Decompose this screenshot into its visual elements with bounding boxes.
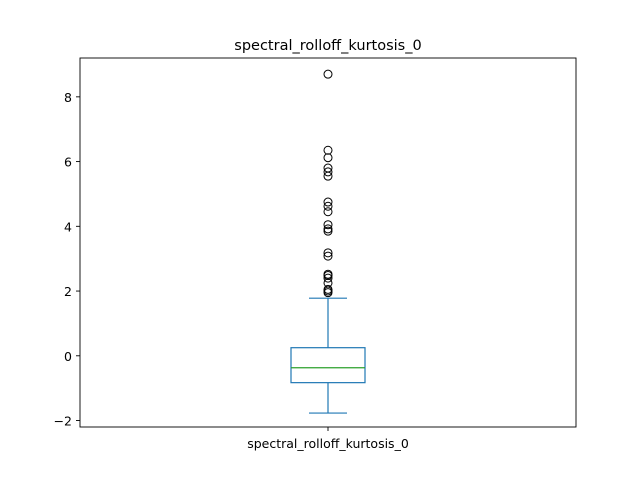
- outlier-point: [323, 226, 333, 236]
- plot-area-frame: [79, 57, 577, 428]
- y-tick-label: 0: [64, 349, 72, 364]
- outlier-point: [323, 163, 333, 173]
- box-plot-series: [290, 69, 366, 414]
- outlier-point: [323, 153, 333, 163]
- y-tick-label: −2: [54, 414, 72, 429]
- outlier-point: [323, 224, 333, 234]
- outlier-point: [323, 197, 333, 207]
- y-tick-label: 8: [64, 90, 72, 105]
- outlier-point: [323, 248, 333, 258]
- outlier-point: [323, 69, 333, 79]
- y-tick-label: 4: [64, 219, 72, 234]
- outlier-point: [323, 207, 333, 217]
- outlier-point: [323, 273, 333, 283]
- outlier-point: [323, 278, 333, 288]
- outlier-point: [323, 251, 333, 261]
- chart-title: spectral_rolloff_kurtosis_0: [234, 38, 421, 54]
- outlier-point: [323, 284, 333, 294]
- outlier-point: [323, 201, 333, 211]
- outlier-point: [323, 167, 333, 177]
- outlier-point: [323, 220, 333, 230]
- x-axis-ticks: spectral_rolloff_kurtosis_0: [247, 427, 409, 451]
- y-tick-label: 2: [64, 284, 72, 299]
- y-tick-label: 6: [64, 155, 72, 170]
- x-tick-label: spectral_rolloff_kurtosis_0: [247, 436, 409, 451]
- y-axis-ticks: −2 0 2 4 6 8: [54, 90, 80, 429]
- interquartile-box: [290, 347, 366, 384]
- outlier-point: [323, 269, 333, 279]
- outlier-point: [323, 145, 333, 155]
